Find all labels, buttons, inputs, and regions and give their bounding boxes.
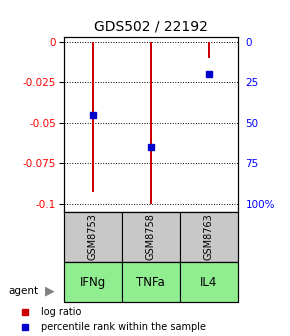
Text: GSM8753: GSM8753	[88, 213, 98, 260]
Bar	[64, 212, 122, 262]
Bar	[180, 262, 238, 302]
Text: GSM8763: GSM8763	[204, 213, 214, 260]
Text: agent: agent	[9, 286, 39, 296]
Text: percentile rank within the sample: percentile rank within the sample	[41, 322, 206, 332]
Title: GDS502 / 22192: GDS502 / 22192	[94, 19, 208, 33]
Text: IFNg: IFNg	[80, 276, 106, 289]
Bar	[150, 42, 152, 204]
Bar	[92, 42, 94, 192]
Bar	[64, 262, 122, 302]
Bar	[180, 212, 238, 262]
Text: ▶: ▶	[45, 284, 55, 297]
Bar	[122, 262, 180, 302]
Bar	[122, 212, 180, 262]
Text: IL4: IL4	[200, 276, 218, 289]
Bar	[208, 42, 210, 57]
Text: GSM8758: GSM8758	[146, 213, 156, 260]
Text: TNFa: TNFa	[136, 276, 165, 289]
Text: log ratio: log ratio	[41, 307, 81, 317]
